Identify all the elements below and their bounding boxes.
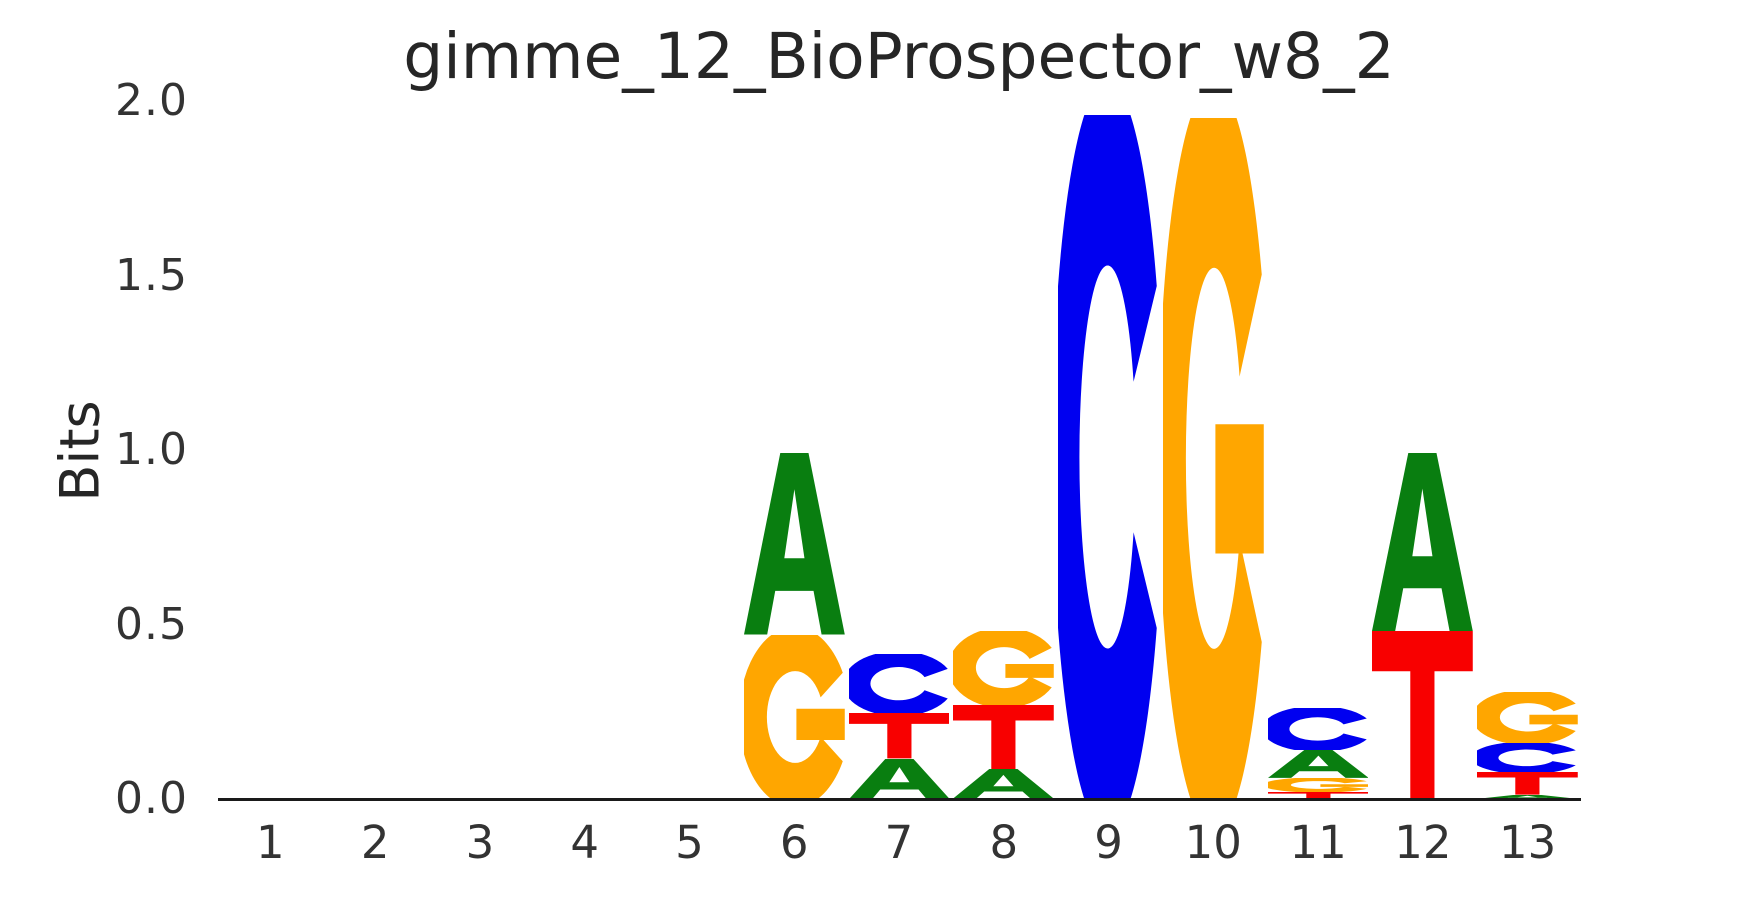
logo-letter-G-pos8 — [953, 631, 1055, 705]
G-glyph — [1477, 692, 1578, 743]
T-glyph — [1267, 792, 1369, 799]
logo-letter-C-pos13 — [1477, 742, 1578, 773]
logo-letter-A-pos8 — [953, 769, 1055, 799]
x-tick-label-10: 10 — [1184, 816, 1242, 869]
y-tick-label-1.5: 1.5 — [115, 249, 188, 301]
T-glyph — [848, 713, 950, 759]
G-glyph — [953, 631, 1055, 705]
logo-letter-G-pos10 — [1162, 118, 1264, 799]
x-tick-label-7: 7 — [884, 816, 914, 869]
A-glyph — [743, 453, 845, 635]
logo-letter-T-pos7 — [848, 713, 950, 759]
logo-letter-G-pos6 — [743, 634, 845, 799]
A-glyph — [1372, 453, 1474, 632]
x-tick-label-11: 11 — [1289, 816, 1347, 869]
x-tick-label-8: 8 — [989, 816, 1019, 869]
x-tick-label-1: 1 — [256, 816, 285, 869]
T-glyph — [1477, 772, 1578, 796]
x-tick-label-9: 9 — [1094, 816, 1123, 869]
x-tick-label-5: 5 — [675, 816, 704, 869]
G-glyph — [1162, 118, 1264, 799]
x-axis-line — [218, 798, 1581, 801]
y-tick-label-0.5: 0.5 — [115, 598, 188, 650]
y-tick-label-2.0: 2.0 — [115, 75, 188, 126]
chart-title: gimme_12_BioProspector_w8_2 — [403, 20, 1395, 93]
A-glyph — [1267, 750, 1369, 779]
logo-letter-C-pos9 — [1058, 114, 1159, 799]
C-glyph — [1267, 708, 1367, 751]
T-glyph — [953, 704, 1055, 770]
C-glyph — [848, 654, 948, 714]
C-glyph — [1058, 114, 1157, 799]
logo-letter-T-pos8 — [953, 704, 1055, 770]
x-tick-label-13: 13 — [1498, 816, 1557, 869]
A-glyph — [848, 758, 950, 799]
logo-letter-T-pos13 — [1477, 772, 1578, 796]
logo-letter-A-pos7 — [848, 758, 950, 799]
T-glyph — [1372, 631, 1474, 799]
logo-letter-A-pos6 — [743, 453, 845, 635]
logo-letter-A-pos11 — [1267, 750, 1369, 779]
x-tick-label-12: 12 — [1394, 816, 1452, 869]
C-glyph — [1477, 742, 1576, 773]
logo-letter-T-pos12 — [1372, 631, 1474, 799]
logo-letter-T-pos11 — [1267, 792, 1369, 799]
G-glyph — [1267, 778, 1369, 792]
logo-letter-G-pos11 — [1267, 778, 1369, 792]
x-tick-label-4: 4 — [570, 816, 599, 869]
logo-letter-C-pos11 — [1267, 708, 1369, 751]
y-tick-label-1.0: 1.0 — [115, 424, 188, 475]
logo-letter-G-pos13 — [1477, 692, 1578, 743]
A-glyph — [953, 769, 1055, 799]
G-glyph — [743, 634, 845, 799]
x-tick-label-2: 2 — [360, 816, 390, 869]
x-tick-label-6: 6 — [779, 816, 809, 869]
logo-letter-A-pos12 — [1372, 453, 1474, 632]
x-tick-label-3: 3 — [465, 816, 495, 869]
y-tick-label-0.0: 0.0 — [115, 773, 188, 824]
logo-letter-C-pos7 — [848, 654, 950, 714]
